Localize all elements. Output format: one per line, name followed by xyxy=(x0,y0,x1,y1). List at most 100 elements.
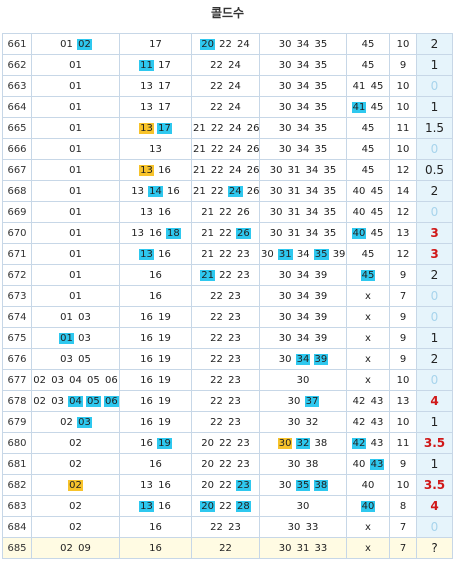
number: 20 xyxy=(200,38,215,50)
count: 10 xyxy=(389,96,417,118)
number: 20 xyxy=(201,458,214,470)
number: 30 xyxy=(287,416,301,428)
number-cell: 45 xyxy=(346,243,390,265)
number: 30 xyxy=(278,353,292,365)
round: 668 xyxy=(2,180,32,202)
number: 34 xyxy=(305,206,319,218)
score: 0.5 xyxy=(416,159,453,181)
number: 21 xyxy=(193,185,206,197)
count: 9 xyxy=(389,54,417,76)
score: 0 xyxy=(416,75,453,97)
number: 23 xyxy=(228,395,241,407)
number: 23 xyxy=(228,374,241,386)
number: 38 xyxy=(313,479,329,491)
row: 673 01 16 22 23 30 34 39 x 7 0 xyxy=(2,285,453,307)
number-cell: 30 34 35 xyxy=(259,138,347,160)
number: 34 xyxy=(305,227,319,239)
number: 22 xyxy=(210,395,223,407)
number: 24 xyxy=(237,38,250,50)
number: 13 xyxy=(131,227,144,239)
number: 05 xyxy=(86,395,101,407)
number: 30 xyxy=(269,227,283,239)
number: 21 xyxy=(201,227,214,239)
number: 03 xyxy=(51,395,64,407)
number-cell: 22 23 xyxy=(191,285,260,307)
count: 12 xyxy=(389,201,417,223)
number: 01 xyxy=(60,38,73,50)
number-cell: 40 xyxy=(346,474,390,496)
number-cell: 22 23 xyxy=(191,327,260,349)
number: 22 xyxy=(210,164,224,176)
number-cell: 30 34 39 xyxy=(259,264,347,286)
number-cell: 30 31 34 35 xyxy=(259,159,347,181)
round: 661 xyxy=(2,33,32,55)
number-cell: 21 22 24 26 xyxy=(191,180,260,202)
number: 45 xyxy=(361,59,375,71)
number: 01 xyxy=(69,206,82,218)
count: 14 xyxy=(389,180,417,202)
score: 1 xyxy=(416,327,453,349)
number: 02 xyxy=(33,374,47,386)
score: 0 xyxy=(416,285,453,307)
number: 02 xyxy=(69,458,82,470)
number: 30 xyxy=(277,437,293,449)
score: 0 xyxy=(416,516,453,538)
number: 22 xyxy=(210,143,224,155)
number: 45 xyxy=(370,80,384,92)
number: 17 xyxy=(158,101,171,113)
row: 680 02 16 19 20 22 23 30 32 38 42 43 11 3.5 xyxy=(2,432,453,454)
number: 17 xyxy=(158,59,171,71)
number: 45 xyxy=(370,227,384,239)
number: 24 xyxy=(228,164,242,176)
score: 2 xyxy=(416,33,453,55)
number: 30 xyxy=(269,185,283,197)
score: 2 xyxy=(416,264,453,286)
number-cell: 13 14 16 xyxy=(119,180,192,202)
number: 13 xyxy=(140,479,153,491)
number: 02 xyxy=(60,542,73,554)
number: 31 xyxy=(287,164,301,176)
count: 10 xyxy=(389,75,417,97)
number: 26 xyxy=(246,164,260,176)
number-cell: 30 35 38 xyxy=(259,474,347,496)
number: 26 xyxy=(246,143,260,155)
round: 671 xyxy=(2,243,32,265)
number: 22 xyxy=(210,353,223,365)
number-cell: 13 17 xyxy=(119,117,192,139)
row: 669 01 13 16 21 22 26 30 31 34 35 40 45 12 0 xyxy=(2,201,453,223)
number: 26 xyxy=(246,185,260,197)
number: 34 xyxy=(295,353,311,365)
round: 662 xyxy=(2,54,32,76)
number-cell: 16 xyxy=(119,453,192,475)
number: 02 xyxy=(77,38,92,50)
number-cell: 30 37 xyxy=(259,390,347,412)
number: 22 xyxy=(210,521,223,533)
number: x xyxy=(365,353,371,365)
number: 22 xyxy=(210,374,223,386)
number: 35 xyxy=(323,206,337,218)
number-cell: 16 xyxy=(119,285,192,307)
number: 16 xyxy=(140,395,153,407)
row: 684 02 16 22 23 30 33 x 7 0 xyxy=(2,516,453,538)
number: x xyxy=(365,311,371,323)
number-cell: 30 xyxy=(259,495,347,517)
number: 35 xyxy=(314,122,328,134)
number: 22 xyxy=(219,479,232,491)
number: 11 xyxy=(139,59,154,71)
number: 17 xyxy=(157,122,172,134)
number-cell: 40 45 xyxy=(346,180,390,202)
number: 43 xyxy=(370,416,384,428)
number-cell: 45 xyxy=(346,54,390,76)
round: 685 xyxy=(2,537,32,559)
number: 04 xyxy=(68,395,83,407)
number: 19 xyxy=(158,416,171,428)
number: 14 xyxy=(148,185,163,197)
number: 16 xyxy=(158,500,171,512)
number: 40 xyxy=(360,500,376,512)
number-cell: 16 19 xyxy=(119,306,192,328)
number: 22 xyxy=(219,542,232,554)
number-cell: 40 45 xyxy=(346,222,390,244)
number: x xyxy=(365,521,371,533)
number: x xyxy=(365,542,371,554)
number-cell: 01 xyxy=(31,180,120,202)
